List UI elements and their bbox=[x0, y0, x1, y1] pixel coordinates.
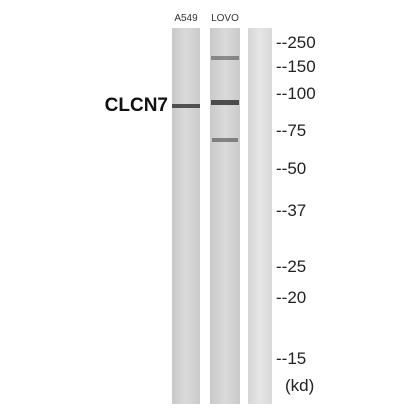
lane bbox=[210, 28, 240, 404]
unit-label: (kd) bbox=[285, 376, 314, 395]
lane-label: A549 bbox=[174, 13, 198, 24]
marker-label: --50 bbox=[276, 159, 306, 178]
marker-label: --37 bbox=[276, 201, 306, 220]
lane-label: LOVO bbox=[211, 13, 239, 24]
lane bbox=[248, 28, 272, 404]
page: {"lanes": {"labels": ["A549", "LOVO"]}, … bbox=[0, 0, 405, 409]
band bbox=[211, 56, 239, 60]
blot-figure: A549 LOVO CLCN7 --250 --150 --100 --75 -… bbox=[0, 0, 405, 409]
marker-label: --75 bbox=[276, 121, 306, 140]
marker-label: --25 bbox=[276, 257, 306, 276]
band bbox=[212, 138, 238, 142]
band bbox=[172, 104, 200, 108]
marker-label: --100 bbox=[276, 84, 316, 103]
band bbox=[211, 100, 239, 105]
marker-label: --20 bbox=[276, 288, 306, 307]
marker-label: --150 bbox=[276, 57, 316, 76]
protein-label: CLCN7 bbox=[105, 95, 168, 116]
lane bbox=[172, 28, 200, 404]
marker-label: --250 bbox=[276, 33, 316, 52]
marker-label: --15 bbox=[276, 349, 306, 368]
